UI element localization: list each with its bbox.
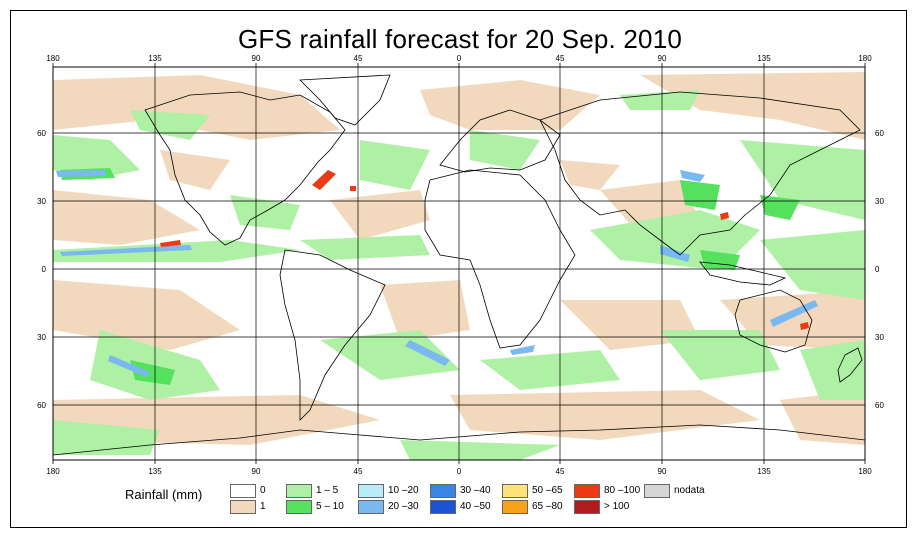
tick-marks — [52, 63, 866, 464]
left-lat-label: 60 — [37, 401, 46, 410]
legend-label: 10 –20 — [388, 485, 419, 496]
bottom-lon-labels: 180 135 90 45 0 45 90 135 180 — [46, 467, 872, 476]
bottom-lon-label: 45 — [556, 467, 565, 476]
legend-swatch-50-65mm — [502, 484, 528, 498]
left-lat-label: 0 — [42, 265, 47, 274]
bottom-lon-label: 90 — [658, 467, 667, 476]
antarctica-outline — [53, 424, 865, 456]
legend-swatch-30-40mm — [430, 484, 456, 498]
bottom-lon-label: 135 — [757, 467, 771, 476]
legend-label: 80 –100 — [604, 485, 641, 496]
left-lat-label: 30 — [37, 333, 46, 342]
right-lat-label: 0 — [875, 265, 880, 274]
top-lon-label: 0 — [457, 54, 462, 63]
legend-swatch-10-20mm — [358, 484, 384, 498]
left-lat-label: 30 — [37, 197, 46, 206]
figure-frame — [10, 10, 907, 528]
greenland-outline — [299, 74, 391, 126]
bottom-lon-label: 45 — [354, 467, 363, 476]
right-lat-labels: 60 30 0 30 60 — [875, 129, 884, 410]
legend-swatch-5-10mm — [286, 500, 312, 514]
new-zealand-outline — [837, 347, 863, 383]
africa-outline — [424, 169, 576, 349]
top-lon-label: 135 — [148, 54, 162, 63]
top-lon-label: 90 — [658, 54, 667, 63]
left-lat-labels: 60 30 0 30 60 — [37, 129, 46, 410]
legend-label: 30 –40 — [460, 485, 491, 496]
bottom-lon-label: 0 — [457, 467, 462, 476]
top-lon-label: 180 — [46, 54, 60, 63]
legend-label: 20 –30 — [388, 501, 419, 512]
legend-label: 65 –80 — [532, 501, 563, 512]
bottom-lon-label: 90 — [252, 467, 261, 476]
top-lon-label: 90 — [252, 54, 261, 63]
south-america-outline — [279, 249, 386, 421]
bottom-lon-label: 180 — [46, 467, 60, 476]
indonesia-outline — [699, 261, 787, 286]
right-lat-label: 60 — [875, 401, 884, 410]
legend-swatch-65-80mm — [502, 500, 528, 514]
right-lat-label: 60 — [875, 129, 884, 138]
legend-label: 0 — [260, 485, 266, 496]
legend-swatch-80-100mm — [574, 484, 600, 498]
graticule — [53, 67, 865, 460]
rainfall-legend: Rainfall (mm) 0 1 1 – 5 5 – 10 10 –20 20… — [120, 484, 880, 518]
legend-label: 1 — [260, 501, 266, 512]
legend-label: 1 – 5 — [316, 485, 339, 496]
legend-title: Rainfall (mm) — [125, 487, 203, 502]
rainfall-field — [53, 72, 865, 460]
legend-label: 50 –65 — [532, 485, 563, 496]
legend-label: 5 – 10 — [316, 501, 344, 512]
right-lat-label: 30 — [875, 197, 884, 206]
legend-label: nodata — [674, 485, 705, 496]
left-lat-label: 60 — [37, 129, 46, 138]
top-lon-label: 135 — [757, 54, 771, 63]
legend-label: > 100 — [604, 501, 630, 512]
legend-swatch-1-5mm — [286, 484, 312, 498]
top-lon-label: 45 — [354, 54, 363, 63]
asia-outline — [539, 91, 861, 256]
top-lon-labels: 180 135 90 45 0 45 90 135 180 — [46, 54, 872, 63]
legend-label: 40 –50 — [460, 501, 491, 512]
coastlines — [53, 74, 865, 456]
legend-swatch-over-100mm — [574, 500, 600, 514]
top-lon-label: 180 — [858, 54, 872, 63]
legend-swatch-40-50mm — [430, 500, 456, 514]
legend-swatch-0mm — [230, 484, 256, 498]
map-title: GFS rainfall forecast for 20 Sep. 2010 — [237, 24, 683, 54]
bottom-lon-label: 180 — [858, 467, 872, 476]
australia-outline — [734, 289, 813, 353]
bottom-lon-label: 135 — [148, 467, 162, 476]
legend-swatch-20-30mm — [358, 500, 384, 514]
top-lon-label: 45 — [556, 54, 565, 63]
legend-swatch-nodata — [644, 484, 670, 498]
north-america-outline — [144, 91, 346, 246]
right-lat-label: 30 — [875, 333, 884, 342]
legend-swatch-1mm — [230, 500, 256, 514]
